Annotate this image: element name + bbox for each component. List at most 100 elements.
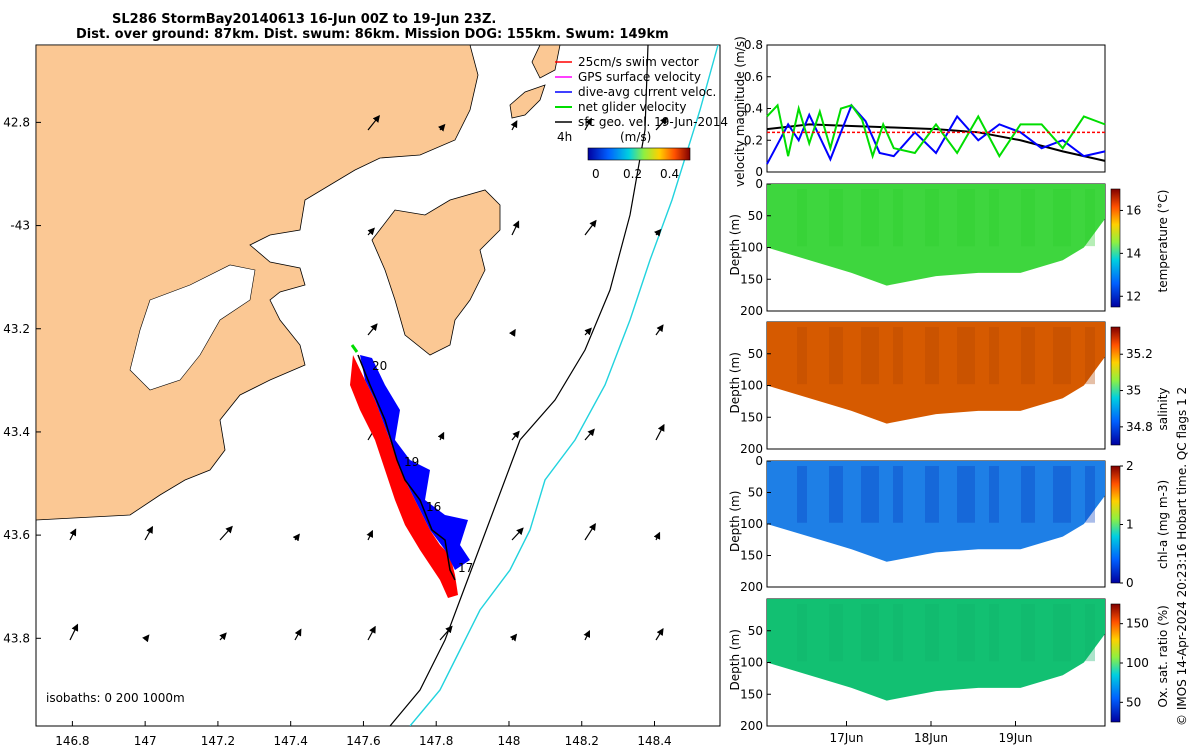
section-ytick-label: 0 <box>755 177 763 191</box>
surface-velocity-arrow <box>510 120 518 131</box>
section-streak <box>797 466 807 523</box>
surface-velocity-arrow <box>653 228 662 237</box>
section-ytick-label: 150 <box>740 549 763 563</box>
section-streak <box>1021 604 1035 662</box>
section-ytick-label: 200 <box>740 719 763 733</box>
section-panel-4: 50 100 150 200 Depth (m) 50 100 150 Ox. sat. rat… <box>728 598 1170 733</box>
map-lon-tick-label: 148.2 <box>565 734 599 748</box>
section-ytick-label: 150 <box>740 272 763 286</box>
section-streak <box>861 604 879 662</box>
surface-velocity-arrow <box>294 628 302 641</box>
surface-velocity-arrow <box>437 123 446 132</box>
section-streak <box>989 604 999 662</box>
map-lon-ticks: 146.8 147 147.2 147.4 147.6 147.8 148 148.2 148.… <box>55 721 672 748</box>
chart-title-line1: SL286 StormBay20140613 16-Jun 00Z to 19-… <box>112 12 497 27</box>
section-colorbar <box>1110 188 1121 308</box>
surface-velocity-arrow <box>655 117 668 131</box>
section-ytick-label: 50 <box>748 347 763 361</box>
section-streak <box>797 189 807 247</box>
velocity-yticks: 0 0.2 0.4 0.6 0.8 <box>744 38 771 179</box>
surface-velocity-arrow <box>509 633 518 642</box>
surface-velocity-arrow <box>653 531 661 541</box>
surface-velocity-arrow <box>584 117 592 131</box>
surface-velocity-arrow <box>584 327 592 336</box>
section-ytick-label: 200 <box>740 580 763 594</box>
section-ylabel: Depth (m) <box>728 352 742 413</box>
section-ytick-label: 0 <box>755 454 763 468</box>
section-ytick-label: 100 <box>740 656 763 670</box>
section-colorbar-label: salinity <box>1156 387 1170 430</box>
section-colorbar <box>1110 465 1121 584</box>
section-streak <box>957 466 975 523</box>
map-lat-tick-label: -43 <box>10 219 30 233</box>
credit-text: © IMOS 14-Apr-2024 20:23:16 Hobart time.… <box>1175 387 1189 726</box>
section-streak <box>925 604 939 662</box>
map-lat-tick-label: 43.8 <box>3 631 30 645</box>
colorbar-tick-label: 35.2 <box>1126 347 1153 361</box>
colorbar-title: (m/s) <box>620 130 651 144</box>
section-fill <box>767 599 1105 701</box>
section-ytick-label: 150 <box>740 410 763 424</box>
section-ytick-label: 100 <box>740 517 763 531</box>
time-tick-label: 17Jun <box>829 731 863 745</box>
section-streak <box>1085 327 1095 385</box>
section-streak <box>829 327 843 385</box>
section-streak <box>989 189 999 247</box>
velocity-series-net-glider-velocity <box>766 103 1106 160</box>
section-ytick-label: 50 <box>748 486 763 500</box>
section-streak <box>957 327 975 385</box>
surface-velocity-arrow <box>584 219 597 236</box>
velocity-panel: 0 0.2 0.4 0.6 0.8 velocity magnitude (m/s) <box>733 36 1106 187</box>
chart-title-line2: Dist. over ground: 87km. Dist. swum: 86k… <box>76 27 669 42</box>
map-lon-tick-label: 147.4 <box>274 734 308 748</box>
section-streak <box>1053 327 1071 385</box>
legend-extra-4h: 4h <box>557 130 572 144</box>
surface-velocity-arrow <box>144 525 154 541</box>
map-lat-ticks: 42.8 -43 43.2 43.4 43.6 43.8 <box>3 115 41 645</box>
map-lat-tick-label: 42.8 <box>3 115 30 129</box>
map-lat-tick-label: 43.6 <box>3 528 30 542</box>
section-streak <box>829 466 843 523</box>
section-colorbar-label: chl-a (mg m-3) <box>1156 480 1170 569</box>
surface-velocity-arrow <box>655 423 665 441</box>
velocity-ytick-label: 0.2 <box>744 133 763 147</box>
section-ylabel: Depth (m) <box>728 491 742 552</box>
colorbar-tick-label: 14 <box>1126 246 1141 260</box>
section-fill <box>767 461 1105 562</box>
section-streak <box>893 604 903 662</box>
map-lon-tick-label: 147.2 <box>201 734 235 748</box>
glider-net-velocity-start <box>350 344 359 353</box>
day-label-19: 19 <box>404 455 419 469</box>
map-lon-tick-label: 147.6 <box>346 734 380 748</box>
land-peninsula <box>371 189 501 356</box>
section-streak <box>893 189 903 247</box>
surface-velocity-arrow <box>367 323 378 336</box>
section-streak <box>1085 466 1095 523</box>
section-ytick-label: 150 <box>740 687 763 701</box>
section-panel-1: 0 50 100 150 200 Depth (m) 12 14 16 temperature (… <box>728 177 1170 318</box>
section-streak <box>957 604 975 662</box>
section-streak <box>893 327 903 385</box>
colorbar-tick-label: 2 <box>1126 459 1134 473</box>
section-ylabel: Depth (m) <box>728 214 742 275</box>
section-streak <box>1021 189 1035 247</box>
map-lat-tick-label: 43.2 <box>3 322 30 336</box>
section-streak <box>989 327 999 385</box>
surface-velocity-arrow <box>219 632 227 641</box>
time-axis: 17Jun 18Jun 19Jun <box>829 721 1033 745</box>
section-colorbar <box>1110 326 1121 446</box>
surface-velocity-arrow <box>367 114 380 131</box>
day-label-17: 17 <box>458 561 473 575</box>
map-lon-tick-label: 148.4 <box>637 734 671 748</box>
colorbar-tick-label: 0 <box>1126 576 1134 590</box>
section-streak <box>797 604 807 662</box>
land-maria <box>509 84 546 119</box>
land-tasmania <box>36 45 479 521</box>
glider-swim-vector-band <box>350 355 458 598</box>
section-streak <box>861 327 879 385</box>
colorbar-tick-label: 35 <box>1126 384 1141 398</box>
section-panel-2: 50 100 150 200 Depth (m) 34.8 35 35.2 salinity <box>728 321 1170 456</box>
legend-label-swim: 25cm/s swim vector <box>578 55 699 69</box>
map-panel: 20 19 16 17 isobaths: 0 200 1000m 25cm/s… <box>3 44 728 748</box>
colorbar-tick-label: 12 <box>1126 289 1141 303</box>
